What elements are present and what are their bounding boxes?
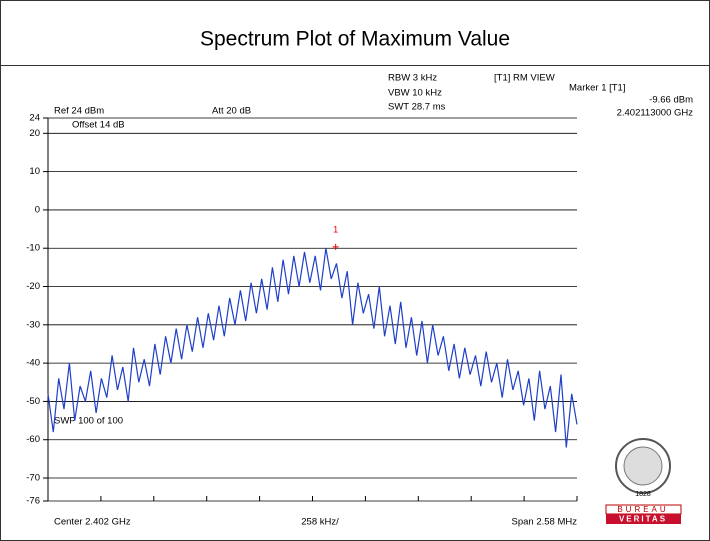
chart-title: Spectrum Plot of Maximum Value	[200, 28, 510, 51]
rbw: RBW 3 kHz	[388, 73, 437, 84]
marker-point	[332, 243, 339, 250]
y-tick-label: -40	[26, 358, 40, 369]
offset: Offset 14 dB	[72, 120, 125, 131]
trace	[47, 248, 578, 448]
y-tick-label: 10	[29, 166, 40, 177]
x-end-label: Span 2.58 MHz	[512, 517, 578, 528]
y-tick-label: -60	[26, 434, 40, 445]
marker-label: 1	[333, 224, 338, 235]
sweep: SWP 100 of 100	[54, 416, 123, 427]
y-tick-label: 20	[29, 128, 40, 139]
y-tick-label: -50	[26, 396, 40, 407]
logo-top: BUREAU	[617, 505, 668, 514]
x-div-label: 258 kHz/	[301, 517, 339, 528]
logo-emblem	[623, 446, 663, 486]
y-tick-label: -10	[26, 243, 40, 254]
y-tick-label: -30	[26, 319, 40, 330]
y-tick-label: -20	[26, 281, 40, 292]
marker-frequency: 2.402113000 GHz	[617, 108, 694, 119]
marker-name: Marker 1 [T1]	[569, 83, 626, 94]
logo: 1828 BUREAU VERITAS	[605, 438, 682, 524]
logo-bottom: VERITAS	[619, 515, 667, 524]
vbw: VBW 10 kHz	[388, 88, 442, 99]
x-start-label: Center 2.402 GHz	[54, 517, 131, 528]
ref-level: Ref 24 dBm	[54, 106, 104, 117]
logo-bottom-box	[606, 514, 681, 524]
swt: SWT 28.7 ms	[388, 102, 446, 113]
attenuation: Att 20 dB	[212, 106, 251, 117]
marker-value: -9.66 dBm	[649, 95, 693, 106]
y-tick-label: 0	[35, 204, 40, 215]
y-tick-label: 24	[29, 113, 40, 124]
y-tick-label: -70	[26, 473, 40, 484]
trace-mode: [T1] RM VIEW	[494, 73, 555, 84]
logo-year: 1828	[635, 491, 651, 498]
y-tick-label: -76	[26, 496, 40, 507]
